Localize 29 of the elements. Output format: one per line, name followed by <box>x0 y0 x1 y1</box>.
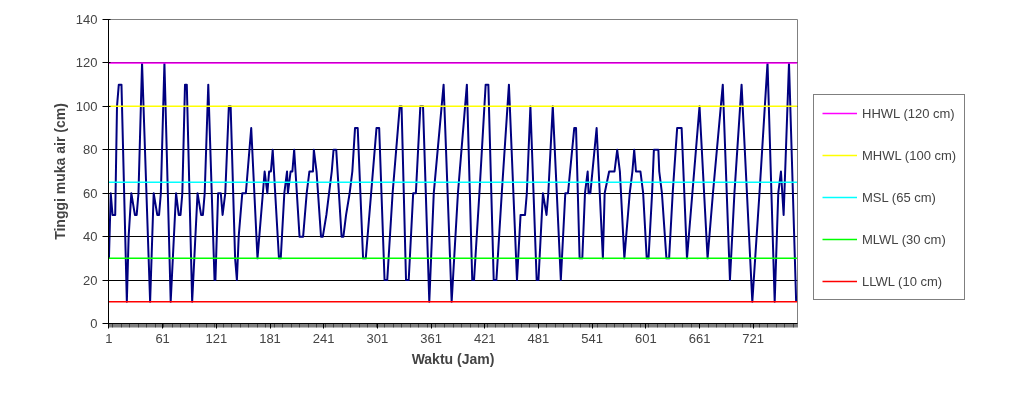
legend-label: HHWL (120 cm) <box>862 105 955 121</box>
x-tick-label: 481 <box>527 330 550 346</box>
y-tick-label: 140 <box>75 12 98 27</box>
x-tick-label: 181 <box>259 330 281 346</box>
x-axis-title: Waktu (Jam) <box>411 350 495 367</box>
legend-label: MLWL (30 cm) <box>862 231 946 247</box>
x-tick-label: 1 <box>105 330 113 346</box>
x-tick-label: 241 <box>312 330 335 346</box>
x-tick-label: 121 <box>205 330 228 346</box>
y-tick-label: 40 <box>83 229 98 245</box>
y-tick-label: 120 <box>75 55 98 71</box>
y-tick-label: 100 <box>75 98 98 114</box>
y-tick-label: 0 <box>90 316 98 331</box>
x-tick-label: 361 <box>420 330 442 346</box>
legend-label: MHWL (100 cm) <box>862 147 957 163</box>
y-tick-label: 20 <box>83 272 98 288</box>
line-series <box>108 61 798 303</box>
x-tick-label: 421 <box>473 330 496 346</box>
x-tick-label: 61 <box>155 330 170 346</box>
legend-label: MSL (65 cm) <box>862 189 936 205</box>
x-tick-label: 541 <box>581 330 603 346</box>
x-tick-label: 721 <box>742 330 765 346</box>
x-tick-label: 301 <box>366 330 389 346</box>
legend-label: LLWL (10 cm) <box>862 273 943 289</box>
x-tick-label: 601 <box>634 330 657 346</box>
y-axis-title: Tinggi muka air (cm) <box>51 103 68 240</box>
x-tick-label: 661 <box>688 330 711 346</box>
y-tick-label: 80 <box>83 142 98 158</box>
y-tick-label: 60 <box>83 185 98 201</box>
